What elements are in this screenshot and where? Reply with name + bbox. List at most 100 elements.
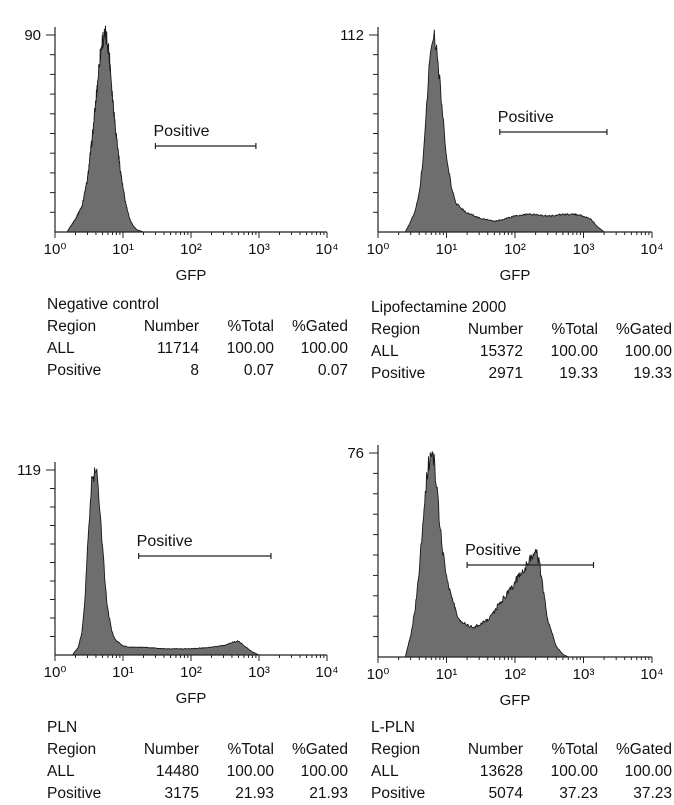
stats-row-positive: Positive 5074 37.23 37.23 <box>371 783 672 805</box>
cell-region: ALL <box>371 763 399 780</box>
x-axis-label: GFP <box>500 267 531 284</box>
header-gated: %Gated <box>615 321 672 338</box>
x-tick-label: 10¹ <box>112 241 134 258</box>
x-tick-label: 10¹ <box>436 666 458 683</box>
cell-number: 11714 <box>157 340 199 357</box>
x-tick-label: 10² <box>180 241 202 258</box>
histogram-panel-negative-control: 90 10⁰ 10¹ 10² 10³ 10⁴ GFP Positive <box>24 25 339 284</box>
header-total: %Total <box>551 741 598 758</box>
header-total: %Total <box>227 741 274 758</box>
cell-number: 5074 <box>488 785 523 802</box>
cell-total: 0.07 <box>243 362 274 379</box>
header-number: Number <box>467 321 523 338</box>
header-number: Number <box>143 318 199 335</box>
x-tick-label: 10² <box>504 241 526 258</box>
condition-label: L-PLN <box>371 719 415 736</box>
cell-gated: 21.93 <box>309 785 348 802</box>
cell-total: 100.00 <box>550 763 598 780</box>
histogram-area <box>66 25 144 233</box>
x-tick-label: 10⁴ <box>315 241 338 258</box>
header-region: Region <box>47 318 97 335</box>
x-axis-label: GFP <box>176 267 207 284</box>
x-tick-label: 10³ <box>248 664 270 681</box>
stats-table: Region Number %Total %Gated ALL 11714 10… <box>47 316 348 382</box>
stats-row-positive: Positive 2971 19.33 19.33 <box>371 363 672 385</box>
header-gated: %Gated <box>291 741 348 758</box>
stats-block-pln: PLN Region Number %Total %Gated ALL 1448… <box>47 717 348 805</box>
header-total: %Total <box>551 321 598 338</box>
cell-gated: 37.23 <box>633 785 672 802</box>
y-max-label: 112 <box>340 27 364 44</box>
cell-region: ALL <box>371 343 399 360</box>
condition-label: Negative control <box>47 296 160 313</box>
cell-number: 14480 <box>155 763 199 780</box>
gate-label: Positive <box>137 533 193 550</box>
stats-table: Region Number %Total %Gated ALL 13628 10… <box>371 739 672 805</box>
histogram-panel-lipofectamine-2000: 112 10⁰ 10¹ 10² 10³ 10⁴ GFP Positive <box>340 27 664 284</box>
stats-block-l-pln: L-PLN Region Number %Total %Gated ALL 13… <box>371 717 672 805</box>
cell-total: 19.33 <box>559 365 598 382</box>
x-tick-label: 10³ <box>573 666 595 683</box>
header-number: Number <box>143 741 199 758</box>
header-gated: %Gated <box>291 318 348 335</box>
cell-number: 3175 <box>164 785 199 802</box>
cell-region: Positive <box>47 785 102 802</box>
header-region: Region <box>371 321 421 338</box>
cell-gated: 100.00 <box>300 763 348 780</box>
cell-region: Positive <box>371 785 426 802</box>
stats-row-all: ALL 14480 100.00 100.00 <box>47 761 348 783</box>
stats-row-positive: Positive 8 0.07 0.07 <box>47 360 348 382</box>
histogram-area <box>404 29 605 233</box>
cell-total: 37.23 <box>559 785 598 802</box>
cell-total: 100.00 <box>550 343 598 360</box>
histogram-panel-pln: 119 10⁰ 10¹ 10² 10³ 10⁴ GFP Positive <box>17 462 339 707</box>
x-axis-label: GFP <box>500 692 531 709</box>
header-region: Region <box>47 741 97 758</box>
stats-header-row: Region Number %Total %Gated <box>47 739 348 761</box>
cell-number: 15372 <box>479 343 523 360</box>
cell-number: 8 <box>190 362 199 379</box>
header-total: %Total <box>227 318 274 335</box>
stats-row-all: ALL 15372 100.00 100.00 <box>371 341 672 363</box>
stats-row-positive: Positive 3175 21.93 21.93 <box>47 783 348 805</box>
y-max-label: 76 <box>347 445 364 462</box>
header-number: Number <box>467 741 523 758</box>
cell-gated: 100.00 <box>300 340 348 357</box>
x-tick-label: 10² <box>180 664 202 681</box>
gate-label: Positive <box>498 109 554 126</box>
histogram-area <box>71 467 260 656</box>
x-tick-label: 10¹ <box>436 241 458 258</box>
condition-label: PLN <box>47 719 78 736</box>
y-max-label: 119 <box>17 462 41 479</box>
stats-table: Region Number %Total %Gated ALL 14480 10… <box>47 739 348 805</box>
stats-table: Region Number %Total %Gated ALL 15372 10… <box>371 319 672 385</box>
cell-number: 2971 <box>488 365 523 382</box>
x-tick-label: 10⁰ <box>44 664 67 681</box>
cell-region: ALL <box>47 763 75 780</box>
condition-label: Lipofectamine 2000 <box>371 299 507 316</box>
y-max-label: 90 <box>24 27 41 44</box>
header-region: Region <box>371 741 421 758</box>
header-gated: %Gated <box>615 741 672 758</box>
x-tick-label: 10⁰ <box>367 666 390 683</box>
stats-row-all: ALL 13628 100.00 100.00 <box>371 761 672 783</box>
cell-gated: 0.07 <box>317 362 348 379</box>
x-tick-label: 10¹ <box>112 664 134 681</box>
cell-total: 100.00 <box>226 340 274 357</box>
histogram-area <box>404 451 569 658</box>
gate-label: Positive <box>153 123 209 140</box>
cell-region: ALL <box>47 340 75 357</box>
stats-header-row: Region Number %Total %Gated <box>371 739 672 761</box>
stats-block-negative-control: Negative control Region Number %Total %G… <box>47 294 348 382</box>
stats-block-lipofectamine-2000: Lipofectamine 2000 Region Number %Total … <box>371 297 672 385</box>
x-tick-label: 10³ <box>248 241 270 258</box>
x-axis-label: GFP <box>176 690 207 707</box>
x-tick-label: 10⁴ <box>315 664 338 681</box>
x-tick-label: 10⁴ <box>640 666 663 683</box>
gate-label: Positive <box>465 542 521 559</box>
x-tick-label: 10⁰ <box>44 241 67 258</box>
stats-header-row: Region Number %Total %Gated <box>371 319 672 341</box>
cell-gated: 100.00 <box>624 343 672 360</box>
cell-region: Positive <box>47 362 102 379</box>
